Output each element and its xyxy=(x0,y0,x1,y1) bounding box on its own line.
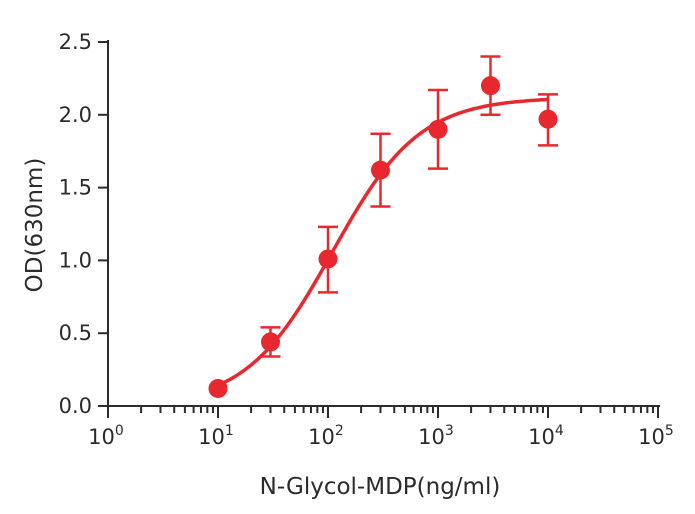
data-point xyxy=(480,76,500,96)
x-tick-label: 100 xyxy=(88,423,124,449)
axes: 0.0 0.5 1.0 1.5 2.0 2.5 100 101 102 103 104 105 xyxy=(59,30,674,449)
y-tick-label: 0.5 xyxy=(59,321,92,345)
x-tick-label: 104 xyxy=(528,423,564,449)
x-tick-label: 102 xyxy=(308,423,344,449)
x-tick-label: 105 xyxy=(638,423,674,449)
data-point xyxy=(428,119,448,139)
y-tick-label: 1.5 xyxy=(59,176,92,200)
y-axis-title: OD(630nm) xyxy=(22,158,48,293)
data-point xyxy=(208,379,228,399)
x-axis-title: N-Glycol-MDP(ng/ml) xyxy=(260,474,501,500)
x-tick-label: 101 xyxy=(198,423,234,449)
data-point xyxy=(318,249,338,269)
x-tick-label: 103 xyxy=(418,423,454,449)
data-point xyxy=(370,160,390,180)
y-tick-label: 2.0 xyxy=(59,103,92,127)
y-tick-label: 2.5 xyxy=(59,30,92,54)
data-point xyxy=(538,109,558,129)
y-tick-label: 1.0 xyxy=(59,248,92,272)
data-point xyxy=(260,332,280,352)
data-marks xyxy=(208,55,558,399)
y-tick-label: 0.0 xyxy=(59,394,92,418)
